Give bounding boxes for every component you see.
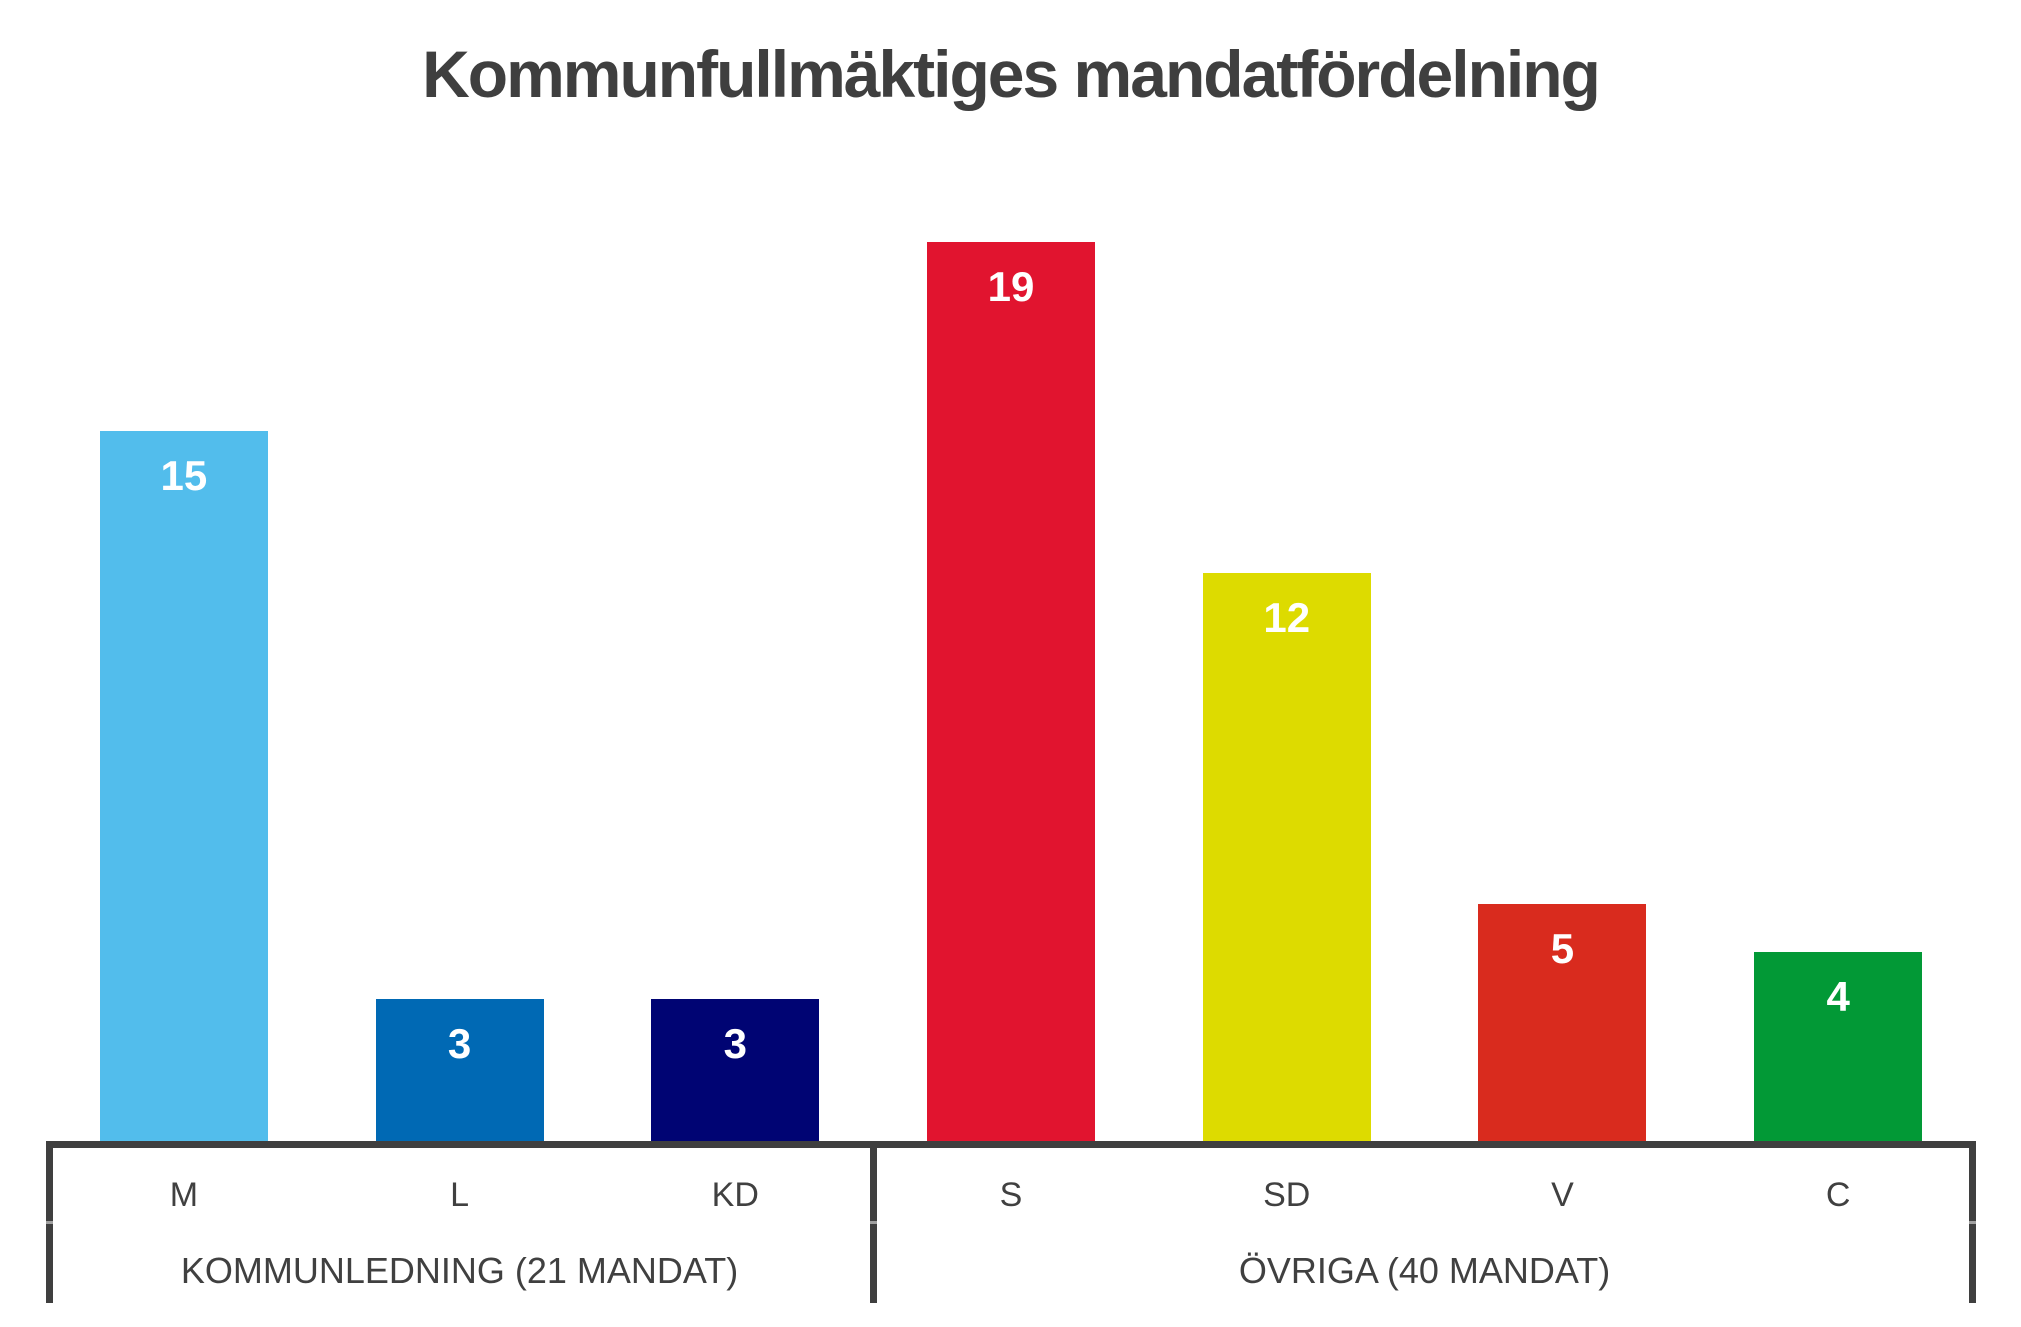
bar-KD — [651, 999, 820, 1141]
group-label-1: KOMMUNLEDNING (21 MANDAT) — [180, 1250, 739, 1291]
group-label-2: ÖVRIGA (40 MANDAT) — [1238, 1250, 1611, 1291]
axis-level-notch — [869, 1221, 877, 1224]
bar-SD — [1202, 573, 1371, 1141]
category-label-S: S — [999, 1176, 1023, 1214]
chart-title: Kommunfullmäktiges mandatfördelning — [422, 37, 1601, 111]
bar-M — [99, 431, 268, 1141]
x-axis-line — [46, 1141, 1976, 1148]
bar-value-label-C: 4 — [1826, 973, 1850, 1020]
category-label-L: L — [450, 1176, 470, 1214]
bar-value-label-L: 3 — [447, 1020, 472, 1067]
bar-value-label-S: 19 — [987, 263, 1035, 310]
bar-value-label-SD: 12 — [1263, 594, 1311, 641]
category-label-V: V — [1551, 1176, 1574, 1214]
bar-L — [375, 999, 544, 1141]
bar-C — [1754, 952, 1923, 1141]
axis-level-notch — [46, 1221, 53, 1224]
category-label-M: M — [169, 1176, 199, 1214]
category-label-C: C — [1825, 1176, 1851, 1214]
bar-value-label-V: 5 — [1550, 925, 1575, 972]
category-label-SD: SD — [1263, 1176, 1311, 1214]
bar-S — [927, 242, 1095, 1141]
axis-level-notch — [1969, 1221, 1976, 1224]
category-label-KD: KD — [711, 1176, 759, 1214]
bar-value-label-M: 15 — [160, 452, 208, 499]
bar-value-label-KD: 3 — [723, 1020, 747, 1067]
bar-V — [1478, 904, 1647, 1141]
